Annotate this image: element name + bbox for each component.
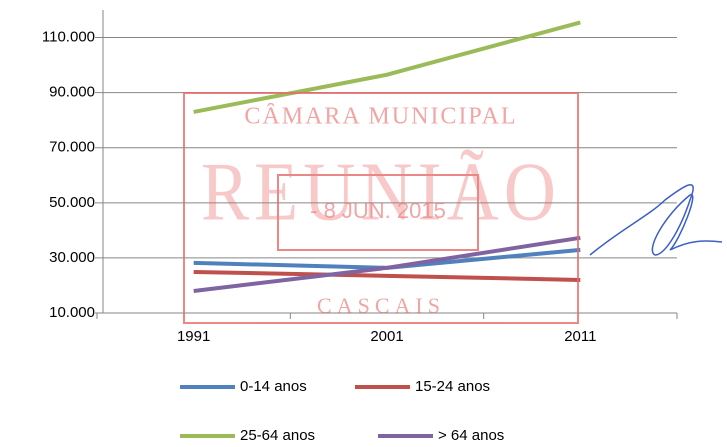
x-tick-label: 2001 [370,328,403,345]
series-line [193,235,581,293]
x-tick-label: 1991 [177,328,210,345]
stamp: CÂMARA MUNICIPAL REUNIÃO - 8 JUN. 2015 C… [183,92,579,324]
legend-label: 15-24 anos [415,378,490,395]
y-tick-label: 30.000 [49,249,95,266]
series-line [193,20,581,114]
signature [589,184,723,256]
stamp-date-frame [277,174,479,251]
stamp-top: CÂMARA MUNICIPAL [244,104,517,130]
legend: 0-14 anos 15-24 anos 25-64 anos > 64 anos [180,378,504,444]
stamp-date: - 8 JUN. 2015 [310,198,446,223]
legend-label: > 64 anos [438,427,504,444]
x-tick-label: 2011 [564,328,596,345]
y-tick-label: 50.000 [49,194,95,211]
stamp-frame [183,92,579,324]
y-tick-label: 10.000 [49,304,95,321]
y-tick-label: 70.000 [49,139,95,156]
stamp-middle: REUNIÃO [201,145,561,238]
series-line [193,247,581,270]
y-tick-label: 110.000 [42,29,95,46]
y-tick-label: 90.000 [49,84,95,101]
series-line [193,269,581,282]
legend-label: 25-64 anos [240,427,315,444]
legend-label: 0-14 anos [240,378,307,395]
stamp-bottom: CASCAIS [317,293,445,318]
